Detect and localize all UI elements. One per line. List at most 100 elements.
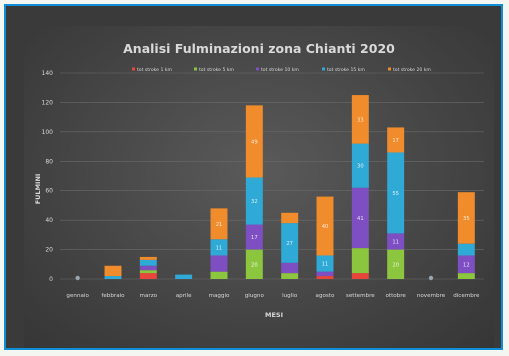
bar-stack-maggio: 11 21 <box>210 208 228 279</box>
bar-luglio-2 <box>281 262 299 274</box>
x-tick-label-marzo: marzo <box>140 293 158 299</box>
x-axis-ticks: gennaio febbraio marzo aprile maggio giugno lu… <box>66 293 480 299</box>
data-label-ottobre-1: 20 <box>392 262 399 268</box>
x-axis-label: MESI <box>265 311 283 319</box>
bar-ottobre-2 <box>387 233 405 250</box>
bar-dicembre-2 <box>457 255 475 274</box>
bar-stack-settembre: 41 30 33 <box>351 95 369 279</box>
data-label-maggio-3: 11 <box>216 245 223 251</box>
bar-settembre-1 <box>351 248 369 274</box>
data-label-agosto-3: 11 <box>322 262 329 268</box>
bar-aprile-3 <box>175 274 193 279</box>
bar-stack-febbraio <box>104 265 122 279</box>
x-tick-label-luglio: luglio <box>282 293 298 299</box>
bar-luglio-4 <box>281 212 299 224</box>
y-tick-label-140: 140 <box>42 70 54 77</box>
bar-maggio-2 <box>210 255 228 272</box>
bar-agosto-0 <box>316 276 334 279</box>
bar-stack-agosto: 11 40 <box>316 196 334 279</box>
bar-giugno-1 <box>245 249 263 279</box>
x-tick-label-giugno: giugno <box>245 293 265 299</box>
bar-giugno-4 <box>245 105 263 178</box>
legend-swatch-0 <box>132 67 135 71</box>
grid-lines <box>60 72 484 280</box>
bar-marzo-3 <box>139 259 157 266</box>
stacked-bar-chart: Analisi Fulminazioni zona Chianti 2020 t… <box>34 41 484 319</box>
y-axis-ticks: 0 20 40 60 80 100 120 140 <box>42 70 54 283</box>
bar-dicembre-1 <box>457 273 475 279</box>
bar-ottobre-1 <box>387 249 405 279</box>
bar-maggio-4 <box>210 208 228 240</box>
bar-stack-novembre <box>428 275 434 281</box>
data-label-maggio-4: 21 <box>216 222 223 228</box>
bar-febbraio-3 <box>104 276 122 279</box>
x-tick-label-settembre: settembre <box>346 293 375 299</box>
x-tick-label-gennaio: gennaio <box>66 293 89 299</box>
bar-stack-marzo <box>139 256 157 279</box>
bar-marzo-4 <box>139 256 157 260</box>
data-label-ottobre-4: 17 <box>392 138 399 144</box>
bar-agosto-2 <box>316 271 334 277</box>
legend-label-1: tot stroke 5 km <box>199 67 234 73</box>
empty-marker-gennaio <box>75 275 80 281</box>
bar-luglio-3 <box>281 223 299 263</box>
bar-luglio-1 <box>281 273 299 279</box>
legend-label-4: tot stroke 20 km <box>393 67 431 73</box>
bar-giugno-2 <box>245 224 263 250</box>
data-label-settembre-2: 41 <box>357 216 364 222</box>
bar-agosto-3 <box>316 255 334 272</box>
bar-agosto-4 <box>316 196 334 256</box>
bar-maggio-3 <box>210 239 228 256</box>
legend-swatch-2 <box>256 67 259 71</box>
bar-stack-ottobre: 20 11 55 17 <box>387 127 405 279</box>
chart-legend: tot stroke 1 km tot stroke 5 km tot stroke… <box>132 67 431 73</box>
data-label-dicembre-2: 12 <box>463 262 470 268</box>
bar-stack-aprile <box>175 274 193 279</box>
bar-settembre-3 <box>351 143 369 188</box>
empty-marker-novembre <box>428 275 434 281</box>
x-tick-label-dicembre: dicembre <box>453 293 480 299</box>
data-label-giugno-4: 49 <box>251 139 258 145</box>
data-label-giugno-1: 20 <box>251 262 258 268</box>
x-tick-label-ottobre: ottobre <box>385 293 406 299</box>
y-tick-label-0: 0 <box>49 276 53 283</box>
bar-stack-gennaio <box>75 275 80 281</box>
bar-stack-giugno: 20 17 32 49 <box>245 105 263 279</box>
y-axis-label: FULMINI <box>34 174 42 205</box>
y-tick-label-80: 80 <box>45 158 53 165</box>
bar-marzo-1 <box>139 270 157 274</box>
x-tick-label-novembre: novembre <box>417 293 446 299</box>
data-label-giugno-2: 17 <box>251 235 258 241</box>
legend-swatch-1 <box>194 67 197 71</box>
bar-dicembre-4 <box>457 192 475 244</box>
bar-maggio-1 <box>210 271 228 279</box>
bar-stack-luglio: 27 <box>281 212 299 279</box>
y-tick-label-40: 40 <box>45 217 53 224</box>
x-tick-label-agosto: agosto <box>316 293 336 299</box>
bar-ottobre-4 <box>387 127 405 153</box>
data-label-ottobre-2: 11 <box>392 239 399 245</box>
bar-stacks: 11 21 20 17 32 49 27 11 40 41 30 33 20 11 55 17 12 35 <box>75 95 475 281</box>
bar-febbraio-4 <box>104 265 122 277</box>
bar-settembre-4 <box>351 95 369 144</box>
bar-marzo-0 <box>139 273 157 279</box>
x-tick-label-maggio: maggio <box>209 293 231 299</box>
data-label-ottobre-3: 55 <box>392 191 399 197</box>
bar-marzo-2 <box>139 265 157 271</box>
data-label-luglio-3: 27 <box>286 241 293 247</box>
bar-giugno-3 <box>245 177 263 225</box>
x-tick-label-febbraio: febbraio <box>101 293 125 299</box>
chart-frame: Analisi Fulminazioni zona Chianti 2020 t… <box>4 4 503 350</box>
data-label-giugno-3: 32 <box>251 199 258 205</box>
x-tick-label-aprile: aprile <box>176 293 192 299</box>
chart-title: Analisi Fulminazioni zona Chianti 2020 <box>123 41 395 56</box>
legend-label-3: tot stroke 15 km <box>327 67 365 73</box>
data-label-dicembre-4: 35 <box>463 216 470 222</box>
bar-ottobre-3 <box>387 152 405 234</box>
y-tick-label-100: 100 <box>42 129 54 136</box>
legend-swatch-4 <box>388 67 391 71</box>
bar-settembre-0 <box>351 273 369 279</box>
legend-label-2: tot stroke 10 km <box>261 67 299 73</box>
legend-swatch-3 <box>322 67 325 71</box>
chart-panel: Analisi Fulminazioni zona Chianti 2020 t… <box>24 26 494 348</box>
